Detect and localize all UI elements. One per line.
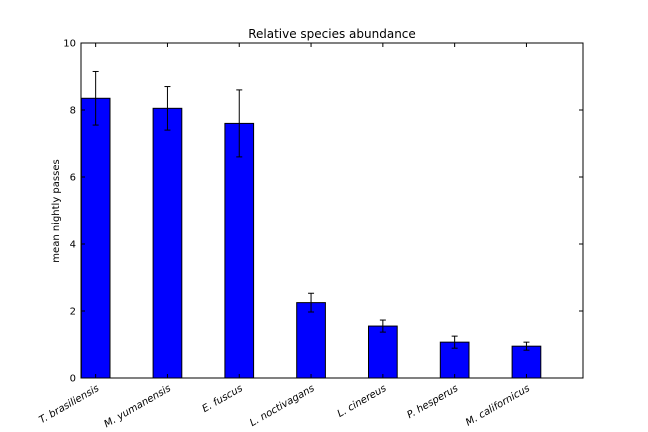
x-tick-label-1: M. yumanensis bbox=[102, 383, 173, 430]
y-tick-label-1: 2 bbox=[70, 307, 76, 318]
bar-4 bbox=[368, 325, 398, 379]
y-axis-label: mean nightly passes bbox=[51, 159, 62, 262]
bar-0 bbox=[80, 97, 111, 379]
bar-1 bbox=[152, 107, 183, 379]
y-tick-label-4: 8 bbox=[70, 106, 76, 117]
plot-frame bbox=[80, 42, 584, 379]
x-tick-label-2: E. fuscus bbox=[200, 383, 244, 415]
x-tick-label-5: P. hesperus bbox=[405, 383, 460, 421]
x-tick-label-0: T. brasiliensis bbox=[38, 383, 102, 426]
y-tick-label-3: 6 bbox=[70, 173, 76, 184]
y-ticks-group: 0 2 4 6 8 10 bbox=[63, 39, 583, 385]
bar-6 bbox=[511, 345, 542, 379]
bars-group bbox=[80, 97, 542, 379]
bar-2 bbox=[224, 122, 255, 379]
y-tick-label-0: 0 bbox=[70, 374, 76, 385]
y-tick-label-2: 4 bbox=[70, 240, 76, 251]
error-bars-group bbox=[92, 70, 530, 351]
x-tick-label-3: L. noctivagans bbox=[248, 383, 316, 429]
x-tick-label-6: M. californicus bbox=[464, 383, 532, 429]
bar-3 bbox=[296, 302, 326, 379]
x-tick-label-4: L. cinereus bbox=[336, 383, 389, 420]
y-tick-label-5: 10 bbox=[63, 39, 76, 50]
chart-title: Relative species abundance bbox=[248, 27, 416, 41]
